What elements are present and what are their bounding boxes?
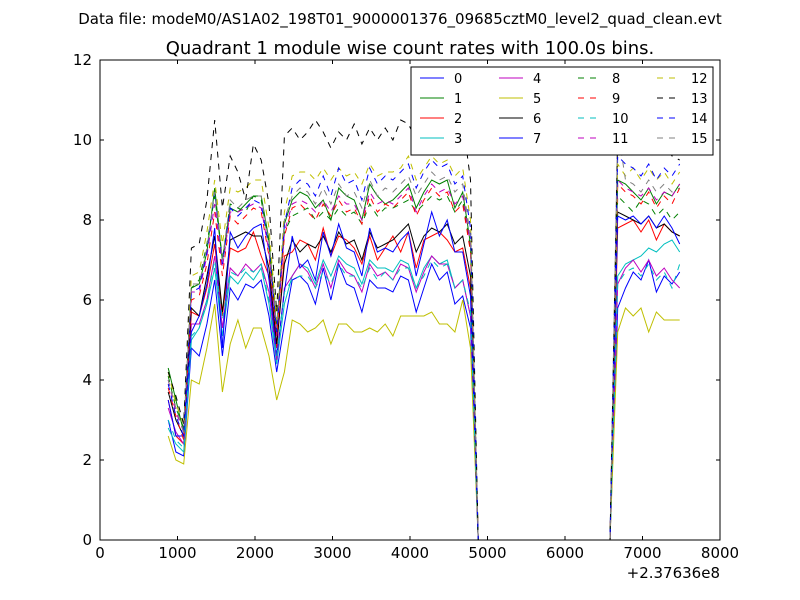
series-line-14 <box>167 154 681 541</box>
y-tick-label: 8 <box>82 211 92 229</box>
series-line-5 <box>167 299 680 541</box>
legend-label-9: 9 <box>612 92 620 107</box>
x-tick-label: 4000 <box>391 544 429 562</box>
legend-label-3: 3 <box>454 132 462 147</box>
legend-label-2: 2 <box>454 112 462 127</box>
legend-label-7: 7 <box>533 132 541 147</box>
legend-label-6: 6 <box>533 112 541 127</box>
x-axis: 0 1000 2000 3000 4000 5000 6000 7000 8000 <box>95 60 739 562</box>
legend-label-0: 0 <box>454 72 462 87</box>
x-tick-label: 8000 <box>701 544 739 562</box>
y-tick-label: 0 <box>82 531 92 549</box>
series-line-4 <box>167 255 681 541</box>
x-tick-label: 1000 <box>158 544 196 562</box>
series-line-0 <box>167 258 681 541</box>
legend-label-10: 10 <box>612 112 629 127</box>
legend-label-11: 11 <box>612 132 629 147</box>
y-tick-label: 4 <box>82 371 92 389</box>
y-tick-label: 6 <box>82 291 92 309</box>
x-axis-offset-label: +2.37636e8 <box>627 564 720 582</box>
series-line-13 <box>167 115 680 541</box>
legend-label-5: 5 <box>533 92 541 107</box>
legend-label-12: 12 <box>691 72 708 87</box>
x-tick-label: 3000 <box>313 544 351 562</box>
series-line-1 <box>167 179 681 541</box>
plot-lines <box>167 115 681 541</box>
series-line-15 <box>167 127 680 541</box>
series-line-6 <box>167 211 680 541</box>
legend-box <box>410 66 714 156</box>
y-tick-label: 12 <box>73 51 92 69</box>
y-tick-label: 10 <box>73 131 92 149</box>
x-tick-label: 6000 <box>546 544 584 562</box>
legend-label-13: 13 <box>691 92 708 107</box>
series-line-10 <box>167 259 681 541</box>
legend-label-8: 8 <box>612 72 620 87</box>
x-tick-label: 7000 <box>623 544 661 562</box>
series-line-7 <box>167 210 681 541</box>
legend-label-14: 14 <box>691 112 708 127</box>
y-tick-label: 2 <box>82 451 92 469</box>
chart-title: Quadrant 1 module wise count rates with … <box>166 38 655 59</box>
x-tick-label: 0 <box>95 544 105 562</box>
legend-label-15: 15 <box>691 132 708 147</box>
x-tick-label: 5000 <box>468 544 506 562</box>
series-line-9 <box>167 182 681 541</box>
legend-label-1: 1 <box>454 92 462 107</box>
series-line-11 <box>167 178 681 541</box>
data-file-suptitle: Data file: modeM0/AS1A02_198T01_90000013… <box>78 10 722 29</box>
x-tick-label: 2000 <box>236 544 274 562</box>
legend-label-4: 4 <box>533 72 541 87</box>
series-line-8 <box>167 194 681 541</box>
series-line-12 <box>167 154 681 541</box>
